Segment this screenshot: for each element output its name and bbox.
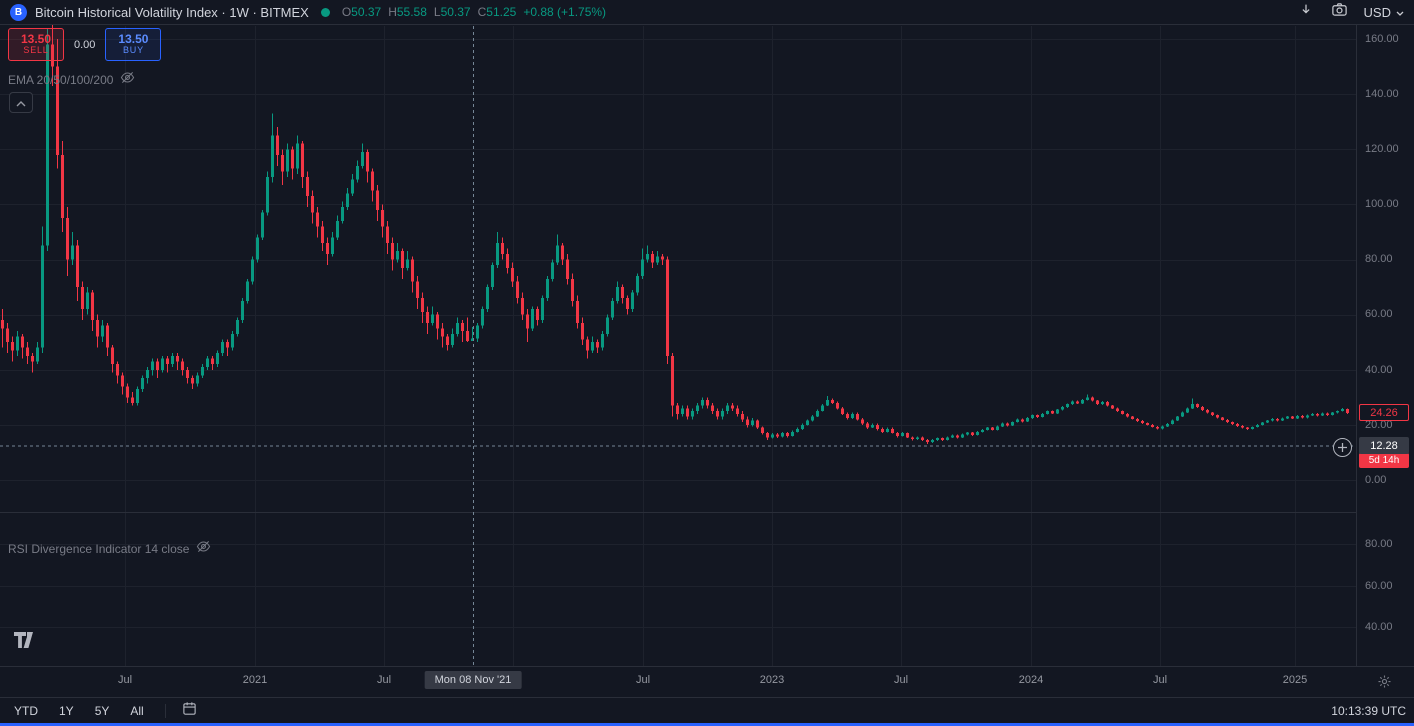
time-axis-settings-button[interactable] — [1377, 674, 1392, 694]
crosshair-price-badge: 12.28 — [1359, 437, 1409, 455]
range-button-ytd[interactable]: YTD — [14, 703, 38, 718]
buy-button[interactable]: 13.50 BUY — [105, 28, 162, 61]
ohlc-readout: O50.37 H55.58 L50.37 C51.25 +0.88 (+1.75… — [342, 5, 606, 19]
rsi-indicator-label: RSI Divergence Indicator 14 close — [8, 542, 190, 556]
sell-label: SELL — [23, 45, 49, 56]
chevron-down-icon — [1396, 5, 1404, 20]
time-axis-label: Jul — [893, 674, 909, 686]
add-alert-plus-button[interactable] — [1333, 437, 1352, 457]
low-value: 50.37 — [440, 5, 471, 19]
range-button-all[interactable]: All — [130, 703, 144, 718]
price-tick-label: 100.00 — [1365, 198, 1399, 210]
price-tick-label: 120.00 — [1365, 143, 1399, 155]
time-axis-label: Jul — [635, 674, 651, 686]
calendar-icon — [182, 701, 197, 721]
sell-price: 13.50 — [20, 31, 52, 46]
price-tick-label: 80.00 — [1365, 253, 1393, 265]
header-actions: USD — [1296, 2, 1404, 22]
chevron-up-icon — [16, 94, 26, 112]
toolbar-divider — [164, 703, 166, 718]
utc-clock[interactable]: 10:13:39 UTC — [1331, 703, 1406, 718]
time-axis-label: Jul — [1152, 674, 1168, 686]
goto-date-button[interactable] — [180, 701, 200, 721]
buy-price: 13.50 — [118, 31, 149, 46]
eye-off-icon[interactable] — [196, 539, 211, 559]
gear-icon — [1377, 675, 1392, 693]
time-axis-label: Jul — [376, 674, 392, 686]
bottom-toolbar: YTD 1Y 5Y All 10:13:39 UTC — [0, 697, 1414, 723]
price-tick-label: 20.00 — [1365, 419, 1393, 431]
countdown-badge: 5d 14h — [1359, 453, 1409, 469]
price-tick-label: 160.00 — [1365, 33, 1399, 45]
time-axis-label: 2024 — [1018, 674, 1044, 686]
close-value: 51.25 — [486, 5, 517, 19]
change-value: +0.88 (+1.75%) — [523, 5, 607, 19]
download-icon — [1298, 2, 1314, 23]
market-status-dot — [320, 7, 330, 17]
eye-off-icon[interactable] — [120, 70, 135, 90]
range-button-1y[interactable]: 1Y — [59, 703, 74, 718]
low-label: L — [433, 5, 441, 19]
sell-button[interactable]: 13.50 SELL — [8, 28, 64, 61]
crosshair-date-tooltip: Mon 08 Nov '21 — [424, 671, 522, 689]
price-axis[interactable]: 24.26 5d 14h 12.28 160.00 140.00 120.00 100… — [1356, 25, 1414, 666]
symbol-logo-icon: B — [10, 3, 27, 21]
price-tick-label: 140.00 — [1365, 88, 1399, 100]
trade-panel: 13.50 SELL 0.00 13.50 BUY — [8, 28, 162, 61]
close-label: C — [477, 5, 487, 19]
camera-icon — [1331, 1, 1348, 23]
high-value: 55.58 — [396, 5, 427, 19]
currency-value: USD — [1363, 4, 1391, 20]
rsi-indicator-row: RSI Divergence Indicator 14 close — [8, 539, 211, 559]
price-tick-label: 40.00 — [1365, 364, 1393, 376]
time-axis-label: Jul — [117, 674, 133, 686]
download-button[interactable] — [1296, 2, 1316, 22]
open-label: O — [341, 5, 352, 19]
price-tick-label: 40.00 — [1365, 621, 1393, 633]
chart-canvas[interactable] — [0, 0, 1356, 666]
currency-dropdown[interactable]: USD — [1364, 5, 1404, 20]
pane-collapse-button[interactable] — [9, 92, 33, 113]
price-tick-label: 60.00 — [1365, 308, 1393, 320]
high-label: H — [388, 5, 397, 19]
spread-value: 0.00 — [74, 38, 96, 51]
symbol-title[interactable]: Bitcoin Historical Volatility Index · 1W… — [35, 4, 309, 20]
open-value: 50.37 — [351, 5, 382, 19]
last-price-badge: 24.26 — [1359, 404, 1409, 422]
time-axis[interactable]: Mon 08 Nov '21 Jul 2021 Jul Jul 2023 Jul 2024 J… — [0, 666, 1414, 697]
time-axis-label: 2025 — [1282, 674, 1308, 686]
tradingview-logo[interactable] — [14, 632, 39, 653]
header-toolbar: B Bitcoin Historical Volatility Index · … — [0, 0, 1414, 25]
ema-indicator-label: EMA 20/50/100/200 — [8, 73, 114, 87]
time-axis-label: 2023 — [759, 674, 785, 686]
range-button-5y[interactable]: 5Y — [94, 703, 110, 718]
price-tick-label: 80.00 — [1365, 538, 1393, 550]
buy-label: BUY — [122, 45, 144, 56]
price-tick-label: 60.00 — [1365, 580, 1393, 592]
bottom-accent-bar — [0, 723, 1414, 726]
price-tick-label: 0.00 — [1365, 474, 1387, 486]
screenshot-button[interactable] — [1330, 2, 1350, 22]
time-axis-label: 2021 — [242, 674, 268, 686]
ema-indicator-row: EMA 20/50/100/200 — [8, 70, 135, 90]
